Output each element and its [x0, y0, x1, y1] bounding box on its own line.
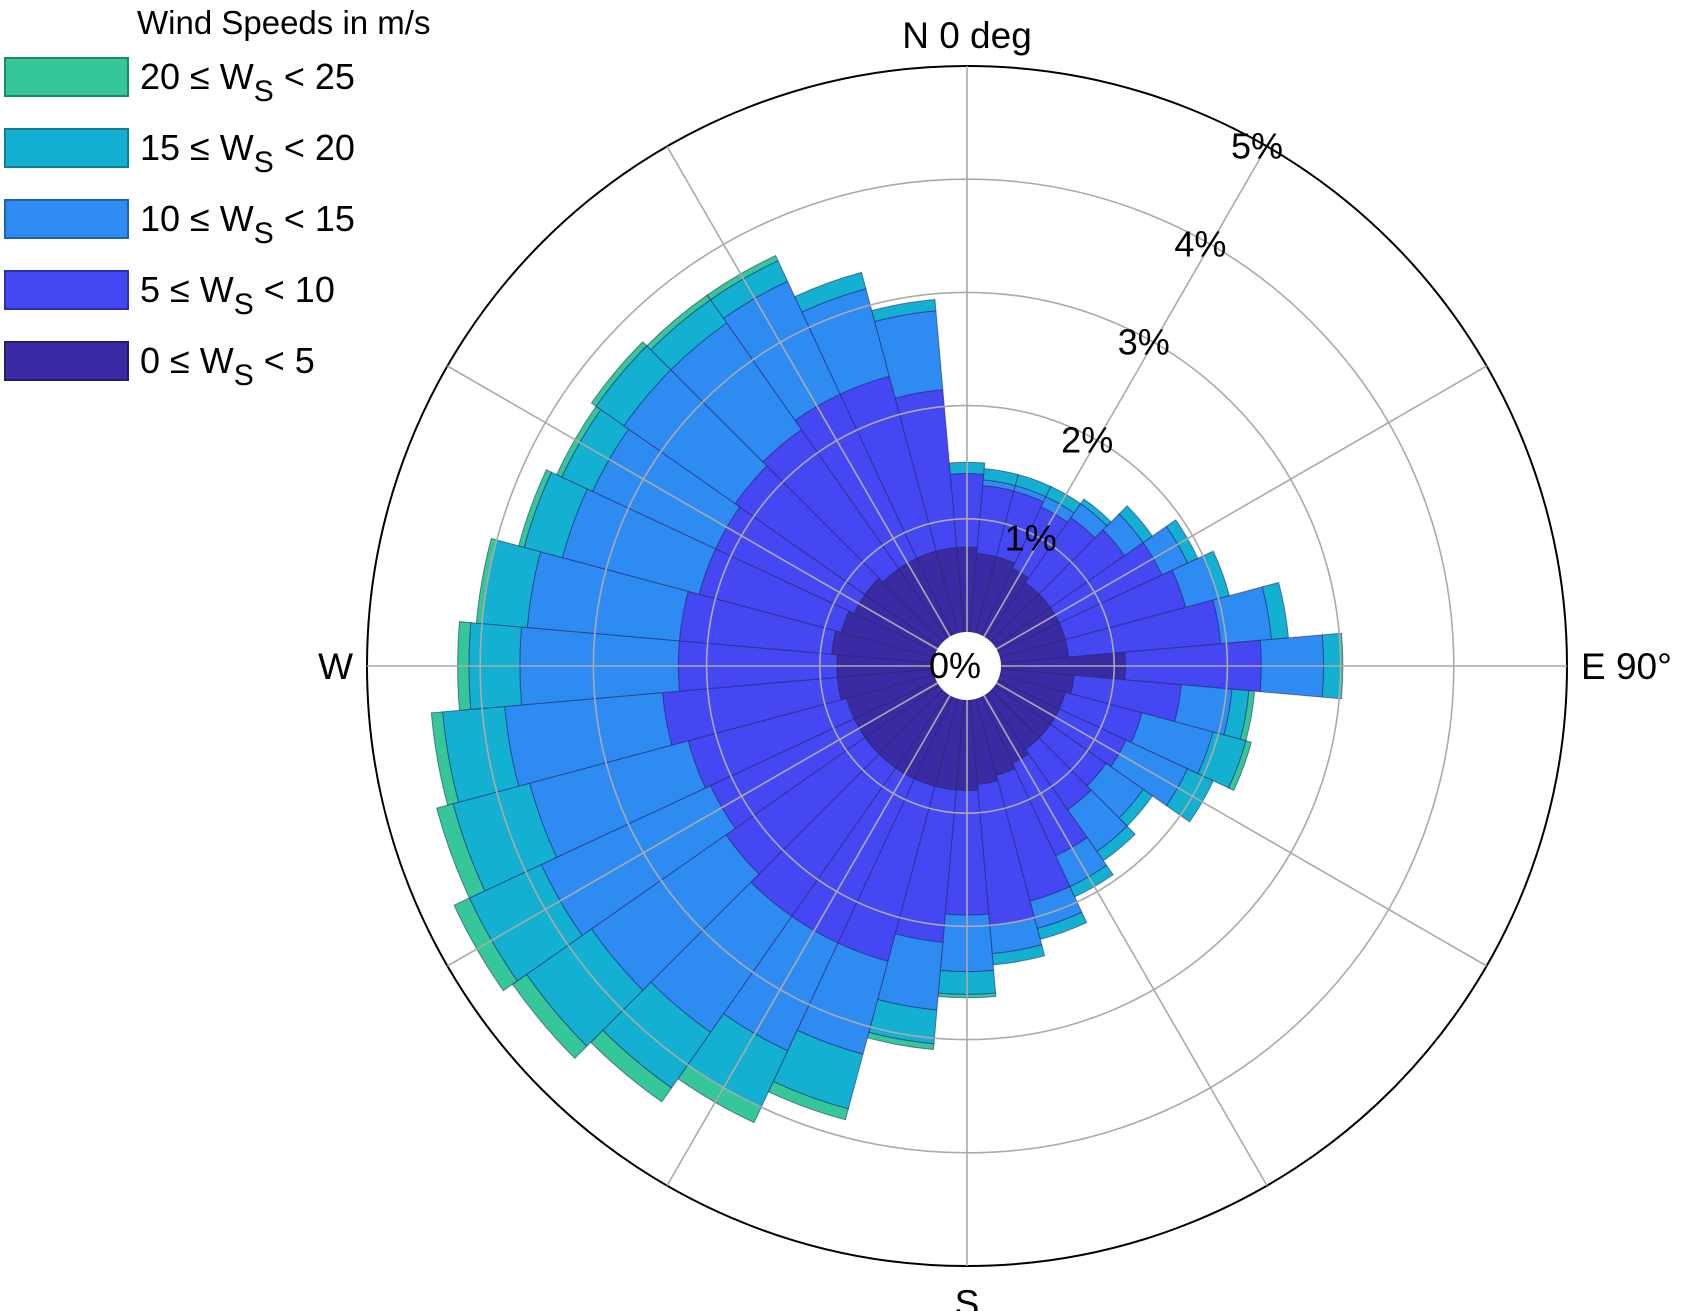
spoke-330 [666, 145, 951, 637]
bar-dir-250-band-4 [436, 803, 486, 899]
polar-grid [366, 65, 1568, 1267]
bar-dir-340-band-3 [794, 271, 867, 313]
bar-dir-350-band-3 [871, 298, 937, 323]
legend-swatch-1 [4, 128, 129, 168]
spoke-300 [446, 365, 938, 650]
bar-dir-110-band-4 [1227, 740, 1252, 792]
spoke-120 [996, 682, 1488, 967]
radial-tick-label-4: 4% [1174, 223, 1226, 264]
spoke-240 [446, 682, 938, 967]
legend-label-0: 20 ≤ WS < 25 [140, 56, 355, 108]
direction-label-north: N 0 deg [902, 15, 1032, 56]
direction-label-south: S [955, 1283, 980, 1311]
legend-swatch-0 [4, 57, 129, 97]
bar-dir-290-band-4 [518, 469, 553, 548]
legend-label-4: 0 ≤ WS < 5 [140, 340, 315, 392]
spoke-60 [996, 365, 1488, 650]
bar-dir-310-band-4 [590, 341, 648, 407]
legend: Wind Speeds in m/s 20 ≤ WS < 25 15 ≤ WS <… [4, 4, 430, 392]
spoke-210 [666, 695, 951, 1187]
direction-label-west: W [318, 646, 353, 687]
legend-swatch-4 [4, 341, 129, 381]
spoke-150 [983, 695, 1268, 1187]
radial-tick-label-0: 0% [929, 645, 981, 686]
radial-tick-labels: 0% 1% 2% 3% 4% 5% [929, 125, 1283, 686]
radial-tick-label-2: 2% [1061, 420, 1113, 461]
radial-tick-label-1: 1% [1005, 518, 1057, 559]
direction-labels: N 0 deg E 90° S W [318, 15, 1672, 1311]
radial-tick-label-5: 5% [1231, 125, 1283, 166]
center-hole-disc [933, 632, 1001, 700]
spoke-30 [983, 145, 1268, 637]
radial-tick-label-3: 3% [1118, 322, 1170, 363]
bar-dir-260-band-4 [430, 711, 460, 806]
legend-label-1: 15 ≤ WS < 20 [140, 127, 355, 179]
direction-label-east: E 90° [1581, 646, 1672, 687]
legend-swatch-3 [4, 270, 129, 310]
center-hole [933, 632, 1001, 700]
legend-label-3: 5 ≤ WS < 10 [140, 269, 335, 321]
legend-swatch-2 [4, 199, 129, 239]
legend-label-2: 10 ≤ WS < 15 [140, 198, 355, 250]
wind-rose-bars [430, 254, 1344, 1124]
legend-title: Wind Speeds in m/s [137, 4, 430, 41]
